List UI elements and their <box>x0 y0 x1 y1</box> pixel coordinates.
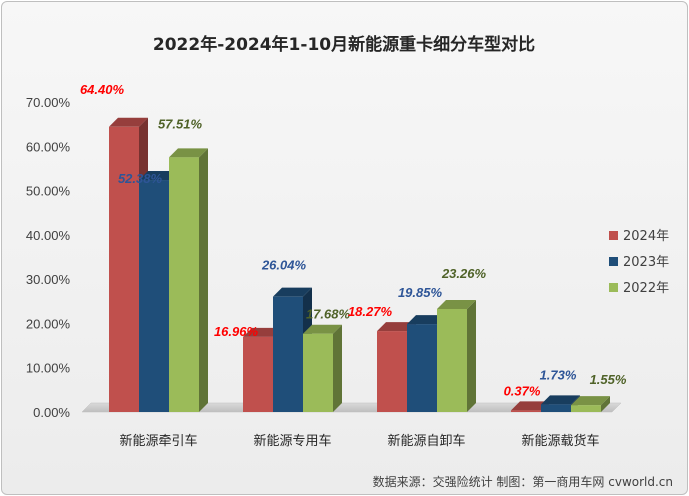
bar <box>571 396 610 412</box>
bar <box>169 148 208 412</box>
bar-top <box>407 315 446 325</box>
data-label: 17.68% <box>306 307 351 322</box>
y-tick-label: 30.00% <box>26 272 71 287</box>
legend-label: 2024年 <box>623 229 669 244</box>
data-label: 16.96% <box>214 324 259 339</box>
bar-top <box>243 327 282 337</box>
y-tick-label: 60.00% <box>26 139 71 154</box>
x-category-label: 新能源自卸车 <box>387 433 465 449</box>
bar-front <box>437 308 467 412</box>
bar-front <box>407 324 437 412</box>
bar-top <box>303 324 342 334</box>
bar-top <box>437 299 476 309</box>
bar-front <box>511 410 541 412</box>
legend-swatch <box>609 283 618 292</box>
bar <box>303 324 342 412</box>
bar-front <box>303 333 333 412</box>
data-label: 18.27% <box>348 304 393 319</box>
bar-front <box>273 296 303 412</box>
bar-top <box>377 322 416 332</box>
x-category-label: 新能源专用车 <box>253 433 331 449</box>
data-label: 1.55% <box>590 372 627 387</box>
y-tick-label: 0.00% <box>33 405 70 420</box>
bar-front <box>139 180 169 412</box>
y-tick-label: 20.00% <box>26 316 71 331</box>
data-label: 64.40% <box>80 82 125 97</box>
x-axis-categories: 新能源牵引车 新能源专用车 新能源自卸车 新能源载货车 <box>119 433 599 449</box>
legend: 2024年 2023年 2022年 <box>609 229 669 296</box>
bar <box>437 299 476 412</box>
data-label: 19.85% <box>398 285 443 300</box>
data-label: 57.51% <box>158 116 203 131</box>
bar-top <box>273 287 312 297</box>
legend-label: 2022年 <box>623 281 669 296</box>
y-tick-label: 10.00% <box>26 361 71 376</box>
bar-front <box>169 157 199 412</box>
bar-top <box>511 401 550 411</box>
bar-front <box>377 331 407 412</box>
y-tick-label: 40.00% <box>26 228 71 243</box>
bar-side <box>601 396 610 412</box>
x-category-label: 新能源牵引车 <box>119 433 197 449</box>
source-note: 数据来源：交强险统计 制图：第一商用车网 cvworld.cn <box>373 474 673 489</box>
bar-side <box>333 324 342 412</box>
chart-title: 2022年-2024年1-10月新能源重卡细分车型对比 <box>153 34 535 55</box>
legend-swatch <box>609 257 618 266</box>
bar-front <box>243 336 273 412</box>
data-label: 1.73% <box>540 367 577 382</box>
bar-front <box>571 405 601 412</box>
bar-side <box>199 148 208 412</box>
bar-top <box>541 395 580 405</box>
data-label: 26.04% <box>261 258 307 273</box>
bar-top <box>571 396 610 406</box>
y-tick-label: 70.00% <box>26 95 71 110</box>
bar-top <box>169 148 208 158</box>
y-tick-label: 50.00% <box>26 184 71 199</box>
data-label: 52.38% <box>118 171 163 186</box>
data-label: 23.26% <box>441 266 487 281</box>
x-category-label: 新能源载货车 <box>521 433 599 449</box>
bar-front <box>541 404 571 412</box>
bar-top <box>109 117 148 127</box>
bar-front <box>109 126 139 413</box>
data-label: 0.37% <box>504 383 541 398</box>
bar-top <box>139 171 178 181</box>
bar-side <box>467 299 476 412</box>
y-axis-ticks: 0.00% 10.00% 20.00% 30.00% 40.00% 50.00% 60.00… <box>26 95 71 420</box>
bars: 64.40% 52.38% 57.51% 16.96% 26.04% 17.68%18.2… <box>80 82 627 413</box>
legend-label: 2023年 <box>623 255 669 270</box>
legend-swatch <box>609 231 618 240</box>
